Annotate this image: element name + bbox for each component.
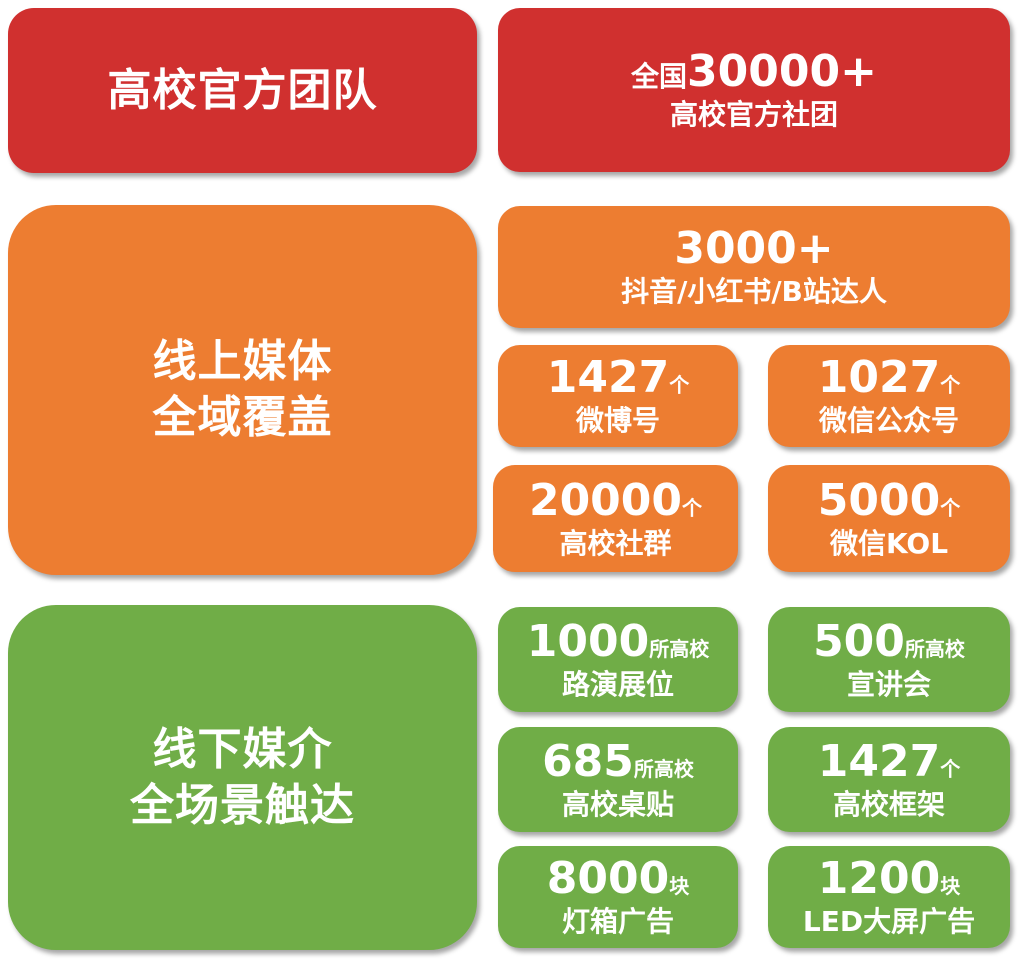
stat-number: 5000: [817, 474, 941, 526]
online-headline-box: 3000+ 抖音/小红书/B站达人: [498, 206, 1010, 328]
stat-label: 宣讲会: [846, 667, 931, 701]
stat-line: 5000个: [817, 474, 961, 526]
offline-title-line1: 线下媒介: [152, 723, 333, 775]
stat-unit: 块: [669, 874, 690, 898]
stat-number: 8000: [546, 853, 670, 904]
offline-title-box: 线下媒介 全场景触达: [8, 605, 477, 950]
stat-number: 1427: [546, 352, 670, 403]
stat-line: 500所高校: [813, 615, 965, 667]
team-title-box: 高校官方团队: [8, 8, 477, 173]
stat-unit: 所高校: [649, 636, 710, 661]
stat-number: 1427: [817, 735, 941, 787]
stat-unit: 个: [940, 495, 961, 520]
stat-unit: 所高校: [633, 756, 694, 781]
stat-number: 1000: [526, 615, 650, 667]
online-headline-number: 3000+: [674, 223, 834, 274]
online-title-line2: 全域覆盖: [152, 392, 333, 443]
team-stat-number: 30000+: [687, 46, 877, 97]
offline-item: 1200块 LED大屏广告: [768, 846, 1010, 948]
team-stat-box: 全国30000+ 高校官方社团: [498, 8, 1010, 172]
online-title-box: 线上媒体 全域覆盖: [8, 205, 477, 575]
online-item: 5000个 微信KOL: [768, 465, 1010, 572]
stat-label: 路演展位: [561, 667, 674, 701]
stat-label: 微信KOL: [829, 526, 949, 560]
stat-unit: 个: [669, 373, 690, 397]
stat-number: 20000: [528, 474, 683, 526]
stat-label: 灯箱广告: [561, 905, 674, 938]
online-title-line1: 线上媒体: [152, 336, 333, 387]
team-stat-label: 高校官方社团: [669, 98, 838, 131]
offline-item: 1000所高校 路演展位: [498, 607, 738, 712]
offline-item: 500所高校 宣讲会: [768, 607, 1010, 712]
team-title: 高校官方团队: [107, 64, 378, 116]
stat-line: 1027个: [818, 353, 960, 403]
stat-line: 1427个: [547, 353, 689, 403]
stat-line: 8000块: [547, 854, 689, 904]
stat-line: 685所高校: [542, 735, 694, 787]
stat-number: 1027: [817, 352, 941, 403]
stat-unit: 个: [940, 756, 961, 781]
stat-label: 高校框架: [832, 787, 945, 821]
stat-line: 1427个: [817, 735, 961, 787]
stat-number: 685: [542, 735, 634, 787]
team-stat-prefix: 全国: [631, 60, 688, 93]
team-stat-line: 全国30000+: [631, 47, 877, 97]
stat-label: 高校社群: [559, 526, 672, 560]
stat-line: 20000个: [528, 474, 703, 526]
online-item: 20000个 高校社群: [493, 465, 738, 572]
stat-number: 1200: [817, 853, 941, 904]
stat-unit: 所高校: [904, 636, 965, 661]
stat-label: 微博号: [575, 404, 660, 437]
offline-item: 8000块 灯箱广告: [498, 846, 738, 948]
stat-line: 1000所高校: [526, 615, 710, 667]
online-item: 1027个 微信公众号: [768, 345, 1010, 447]
stat-label: 微信公众号: [818, 404, 959, 437]
stat-line: 1200块: [818, 854, 960, 904]
stat-number: 500: [813, 615, 905, 667]
stat-unit: 块: [940, 874, 961, 898]
offline-item: 1427个 高校框架: [768, 727, 1010, 832]
offline-item: 685所高校 高校桌贴: [498, 727, 738, 832]
stat-label: LED大屏广告: [802, 905, 976, 938]
stat-unit: 个: [940, 373, 961, 397]
stat-unit: 个: [682, 495, 703, 520]
offline-title-line2: 全场景触达: [130, 779, 355, 831]
online-item: 1427个 微博号: [498, 345, 738, 447]
stat-label: 高校桌贴: [561, 787, 674, 821]
online-headline-label: 抖音/小红书/B站达人: [621, 275, 887, 308]
